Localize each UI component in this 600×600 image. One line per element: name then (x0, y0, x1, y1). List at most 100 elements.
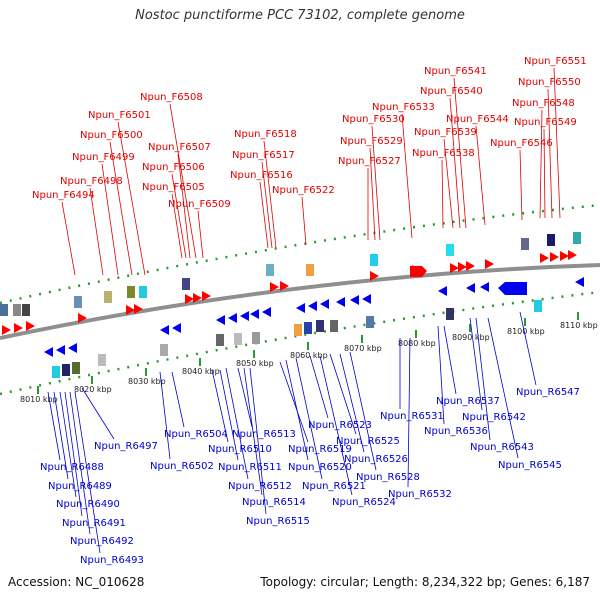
gene-label-reverse: Npun_R6488 (40, 462, 104, 473)
gene-label-forward: Npun_F6522 (272, 185, 335, 196)
gene-label-reverse: Npun_R6525 (336, 436, 400, 447)
gene-label-forward: Npun_F6507 (148, 142, 211, 153)
feature-block (306, 264, 314, 276)
gene-label-reverse: Npun_R6512 (228, 481, 292, 492)
gene-label-forward: Npun_F6549 (514, 117, 577, 128)
forward-gene-arrow (466, 261, 475, 271)
forward-gene-arrow (458, 262, 467, 272)
tick-label: 8090 kbp (452, 333, 490, 342)
gene-label-forward: Npun_F6540 (420, 86, 483, 97)
leader-line-forward (169, 103, 197, 259)
feature-block (127, 286, 135, 298)
feature-block (52, 366, 60, 378)
gene-label-forward: Npun_F6516 (230, 170, 293, 181)
leader-line-forward (547, 88, 553, 219)
reverse-gene-arrow (240, 311, 249, 321)
leader-line-forward (177, 153, 191, 259)
forward-gene-arrow (2, 325, 11, 335)
gene-label-forward: Npun_F6518 (234, 129, 297, 140)
reverse-gene-arrow (336, 297, 345, 307)
feature-block (182, 278, 190, 290)
forward-gene-arrow (26, 321, 35, 331)
reverse-gene-arrow (160, 325, 169, 335)
leader-line-reverse (47, 391, 61, 461)
gene-features (0, 232, 584, 378)
gene-label-forward: Npun_F6546 (490, 138, 553, 149)
leader-line-reverse (329, 353, 357, 435)
forward-gene-arrow (280, 281, 289, 291)
leader-line-reverse (211, 369, 229, 443)
leader-line-reverse (339, 353, 365, 453)
forward-gene-arrow (78, 313, 87, 323)
reverse-gene-arrow (438, 286, 447, 296)
gene-label-forward: Npun_F6529 (340, 136, 403, 147)
tick-label: 8070 kbp (344, 344, 382, 353)
reverse-gene-arrow (466, 283, 475, 293)
gene-label-reverse: Npun_R6531 (380, 411, 444, 422)
forward-gene-arrow (540, 253, 549, 263)
feature-block (304, 322, 312, 334)
gene-label-reverse: Npun_R6493 (80, 555, 144, 566)
feature-block (316, 320, 324, 332)
leader-line-reverse (475, 317, 491, 441)
gene-label-forward: Npun_F6548 (512, 98, 575, 109)
reverse-gene-arrow (228, 313, 237, 323)
feature-block (573, 232, 581, 244)
gene-label-reverse: Npun_R6492 (70, 536, 134, 547)
reverse-gene-arrow (575, 277, 584, 287)
gene-label-forward: Npun_F6527 (338, 156, 401, 167)
leader-line-reverse (295, 357, 323, 480)
forward-gene-arrow (485, 259, 494, 269)
gene-label-forward: Npun_F6499 (72, 152, 135, 163)
leader-line-reverse (225, 367, 249, 480)
leader-line-forward (543, 128, 546, 219)
gene-label-forward: Npun_F6530 (342, 114, 405, 125)
gene-label-reverse: Npun_R6514 (242, 497, 306, 508)
accession-text: Accession: NC_010628 (8, 575, 145, 589)
leader-line-forward (453, 77, 467, 229)
forward-gene-arrow (560, 251, 569, 261)
gene-label-reverse: Npun_R6510 (208, 444, 272, 455)
gene-label-forward: Npun_F6538 (412, 148, 475, 159)
feature-block (139, 286, 147, 298)
leader-line-reverse (469, 317, 483, 411)
gene-label-reverse: Npun_R6504 (164, 429, 228, 440)
gene-label-reverse: Npun_R6519 (288, 444, 352, 455)
gene-label-reverse: Npun_R6521 (302, 481, 366, 492)
gene-label-reverse: Npun_R6502 (150, 461, 214, 472)
feature-block (72, 362, 80, 374)
gene-label-reverse: Npun_R6528 (356, 472, 420, 483)
reverse-gene-arrow (68, 343, 77, 353)
feature-block (521, 238, 529, 250)
gene-label-reverse: Npun_R6523 (308, 420, 372, 431)
leader-line-reverse (285, 359, 309, 461)
leader-line-forward (371, 125, 381, 241)
feature-block (98, 354, 106, 366)
reverse-gene-arrow (498, 282, 527, 295)
forward-gene-arrow (550, 252, 559, 262)
leader-line-forward (369, 147, 376, 241)
kbp-ticks: 8010 kbp 8020 kbp 8030 kbp 8040 kbp 8050 kbp… (20, 312, 598, 404)
leader-line-forward (109, 141, 133, 276)
gene-label-reverse: Npun_R6489 (48, 481, 112, 492)
feature-block (330, 320, 338, 332)
gene-label-reverse: Npun_R6543 (470, 442, 534, 453)
feature-block (22, 304, 30, 316)
leader-line-forward (117, 121, 146, 276)
gene-label-forward: Npun_F6550 (518, 77, 581, 88)
feature-block (366, 316, 374, 328)
gene-label-reverse: Npun_R6515 (246, 516, 310, 527)
feature-block (370, 254, 378, 266)
gene-label-forward: Npun_F6508 (140, 92, 203, 103)
gene-label-forward: Npun_F6544 (446, 114, 509, 125)
gene-label-forward: Npun_F6500 (80, 130, 143, 141)
gene-label-reverse: Npun_R6532 (388, 489, 452, 500)
gene-label-reverse: Npun_R6497 (94, 441, 158, 452)
forward-gene-arrow (270, 282, 279, 292)
reverse-gene-arrow (320, 299, 329, 309)
reverse-gene-arrow (56, 345, 65, 355)
leader-line-reverse (64, 391, 83, 517)
reverse-gene-arrow (362, 294, 371, 304)
tick-label: 8060 kbp (290, 351, 328, 360)
